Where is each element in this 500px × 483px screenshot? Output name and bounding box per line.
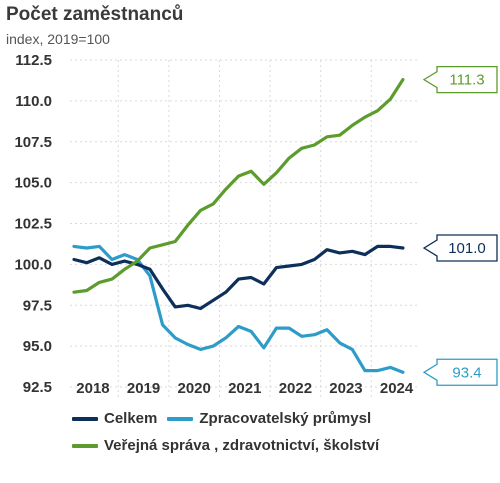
series-line-celkem bbox=[72, 244, 405, 311]
legend: Celkem Zpracovatelský průmysl Veřejná sp… bbox=[72, 405, 389, 459]
end-labels: 101.0 93.4 111.3 bbox=[422, 65, 498, 386]
y-tick-label: 92.5 bbox=[23, 379, 52, 396]
end-label-zpracovatelsky-box bbox=[422, 358, 498, 386]
x-tick-label: 2019 bbox=[127, 380, 160, 397]
legend-swatch-zpracovatelsky bbox=[167, 416, 194, 421]
legend-label-celkem: Celkem bbox=[104, 410, 158, 427]
end-label-celkem-box bbox=[422, 234, 498, 262]
series-line-verejna-sprava bbox=[72, 77, 405, 294]
series-lines bbox=[72, 77, 405, 374]
y-tick-label: 105.0 bbox=[14, 175, 52, 192]
y-tick-label: 110.0 bbox=[15, 93, 52, 110]
y-axis: 112.5 110.0 107.5 105.0 102.5 100.0 97.5 95.0 92… bbox=[14, 52, 52, 396]
y-tick-label: 97.5 bbox=[23, 297, 52, 314]
chart-subtitle: index, 2019=100 bbox=[6, 31, 110, 47]
end-label-zpracovatelsky: 93.4 bbox=[452, 364, 481, 381]
end-label-verejna-sprava-box bbox=[422, 65, 498, 94]
y-tick-label: 95.0 bbox=[23, 338, 52, 355]
legend-item-verejna-sprava: Veřejná správa , zdravotnictví, školství bbox=[72, 437, 379, 454]
x-tick-label: 2023 bbox=[329, 380, 362, 397]
y-tick-label: 112.5 bbox=[15, 52, 52, 69]
legend-swatch-celkem bbox=[72, 416, 98, 421]
x-tick-label: 2022 bbox=[279, 380, 312, 397]
end-label-celkem: 101.0 bbox=[448, 240, 486, 257]
y-tick-label: 107.5 bbox=[14, 134, 52, 151]
y-tick-label: 100.0 bbox=[14, 256, 52, 273]
end-label-verejna-sprava: 111.3 bbox=[449, 72, 484, 89]
legend-swatch-verejna-sprava bbox=[72, 443, 98, 448]
y-tick-label: 102.5 bbox=[14, 216, 52, 233]
x-tick-label: 2020 bbox=[177, 380, 210, 397]
legend-item-celkem: Celkem bbox=[72, 410, 157, 427]
series-line-zpracovatelsky bbox=[72, 244, 405, 374]
grid bbox=[70, 59, 418, 399]
legend-label-verejna-sprava: Veřejná správa , zdravotnictví, školství bbox=[104, 437, 380, 454]
x-tick-label: 2024 bbox=[380, 380, 414, 397]
legend-item-zpracovatelsky: Zpracovatelský průmysl bbox=[167, 410, 371, 427]
chart-title: Počet zaměstnanců bbox=[6, 4, 184, 25]
x-axis: 2018 2019 2020 2021 2022 2023 2024 bbox=[76, 380, 414, 397]
x-tick-label: 2021 bbox=[228, 380, 261, 397]
x-tick-label: 2018 bbox=[76, 380, 109, 397]
legend-label-zpracovatelsky: Zpracovatelský průmysl bbox=[199, 410, 372, 427]
